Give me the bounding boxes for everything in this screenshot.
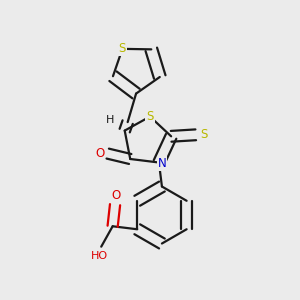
Text: S: S xyxy=(146,110,154,123)
Text: O: O xyxy=(95,147,104,160)
Text: HO: HO xyxy=(91,251,108,261)
Text: N: N xyxy=(158,157,166,170)
Text: S: S xyxy=(119,42,126,55)
Text: S: S xyxy=(200,128,208,141)
Text: H: H xyxy=(106,115,115,125)
Text: O: O xyxy=(111,189,120,202)
